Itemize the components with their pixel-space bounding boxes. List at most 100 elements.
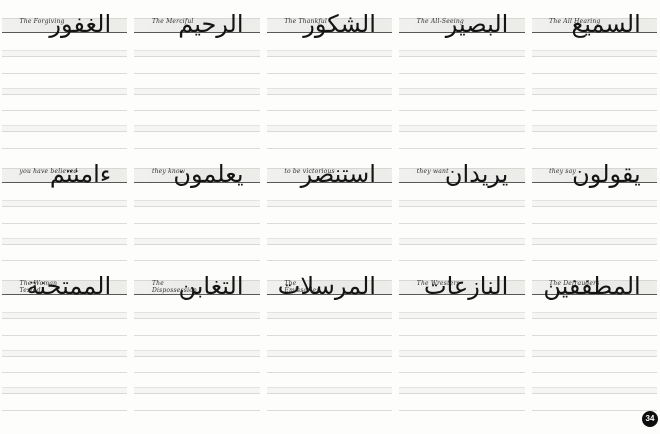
arabic-word: المطففين xyxy=(543,272,641,300)
practice-baseline xyxy=(399,372,525,373)
ruled-header-band xyxy=(531,18,658,33)
practice-guide-band xyxy=(2,125,128,132)
practice-guide-band xyxy=(266,238,393,245)
arabic-word: الرحيم xyxy=(178,10,244,38)
vocab-cell: The Wresters النازعات xyxy=(399,272,525,413)
practice-baseline xyxy=(2,335,128,336)
practice-baseline xyxy=(531,410,658,411)
practice-baseline xyxy=(134,148,260,149)
practice-baseline xyxy=(531,110,658,111)
english-label: The Woman Tested xyxy=(19,280,58,294)
practice-baseline xyxy=(134,110,260,111)
vocab-cell: The All Hearing السميع xyxy=(531,10,658,151)
vocab-cell: The Forgiving الغفور xyxy=(2,10,128,151)
practice-baseline xyxy=(399,223,525,224)
ruled-header-band xyxy=(2,280,128,295)
practice-baseline xyxy=(531,73,658,74)
practice-guide-band xyxy=(266,312,393,319)
ruled-header-band xyxy=(266,280,393,295)
practice-baseline xyxy=(266,372,393,373)
practice-guide-band xyxy=(531,50,658,57)
practice-baseline xyxy=(134,335,260,336)
english-label: The Forgiving xyxy=(19,18,65,25)
arabic-word: يعلمون xyxy=(173,160,244,188)
practice-baseline xyxy=(266,73,393,74)
vocab-row: you have believed ءامنتم they know يعلمون to… xyxy=(2,160,658,264)
vocab-cell: they want يريدان xyxy=(399,160,525,264)
practice-baseline xyxy=(2,110,128,111)
practice-baseline xyxy=(399,410,525,411)
ruled-header-band xyxy=(134,168,260,183)
practice-baseline xyxy=(266,335,393,336)
ruled-header-band xyxy=(134,280,260,295)
arabic-word: النازعات xyxy=(423,272,509,300)
practice-baseline xyxy=(2,372,128,373)
practice-baseline xyxy=(2,148,128,149)
practice-guide-band xyxy=(266,387,393,394)
english-label: The Thankful xyxy=(284,18,328,25)
practice-baseline xyxy=(399,110,525,111)
arabic-word: ءامنتم xyxy=(49,160,112,188)
english-label: The All Hearing xyxy=(549,18,601,25)
practice-guide-band xyxy=(531,200,658,207)
practice-guide-band xyxy=(266,88,393,95)
ruled-header-band xyxy=(134,18,260,33)
vocab-cell: The Emissaries المرسلات xyxy=(266,272,393,413)
practice-baseline xyxy=(399,148,525,149)
practice-baseline xyxy=(531,335,658,336)
practice-guide-band xyxy=(2,88,128,95)
arabic-word: الغفور xyxy=(49,10,112,38)
practice-guide-band xyxy=(399,350,525,357)
practice-baseline xyxy=(2,410,128,411)
practice-guide-band xyxy=(531,312,658,319)
ruled-header-band xyxy=(266,18,393,33)
vocab-cell: The All-Seeing البصير xyxy=(399,10,525,151)
vocab-cell: they say يقولون xyxy=(531,160,658,264)
practice-guide-band xyxy=(2,200,128,207)
practice-guide-band xyxy=(531,238,658,245)
english-label: they want xyxy=(416,168,449,175)
arabic-word: الشكور xyxy=(303,10,376,38)
english-label: The Defrauders xyxy=(549,280,600,287)
ruled-header-band xyxy=(399,18,525,33)
vocab-cell: they know يعلمون xyxy=(134,160,260,264)
practice-baseline xyxy=(2,223,128,224)
vocab-cell: The Dispossession التغابن xyxy=(134,272,260,413)
vocab-cell: The Woman Tested الممتحنة xyxy=(2,272,128,413)
practice-guide-band xyxy=(399,88,525,95)
vocab-cell: The Merciful الرحيم xyxy=(134,10,260,151)
english-label: they know xyxy=(151,168,186,175)
ruled-header-band xyxy=(2,168,128,183)
english-label: The Wresters xyxy=(416,280,460,287)
practice-guide-band xyxy=(2,238,128,245)
arabic-word: يقولون xyxy=(572,160,641,188)
practice-baseline xyxy=(531,260,658,261)
practice-baseline xyxy=(2,73,128,74)
practice-guide-band xyxy=(2,312,128,319)
page-number-badge: 34 xyxy=(642,411,658,427)
arabic-word: يريدان xyxy=(444,160,509,188)
practice-baseline xyxy=(399,335,525,336)
vocab-cell: The Thankful الشكور xyxy=(266,10,393,151)
practice-guide-band xyxy=(134,125,260,132)
ruled-header-band xyxy=(399,280,525,295)
vocab-cell: to be victorious استنصر xyxy=(266,160,393,264)
english-label: you have believed xyxy=(19,168,78,175)
arabic-word: التغابن xyxy=(178,272,244,300)
practice-guide-band xyxy=(134,200,260,207)
practice-guide-band xyxy=(134,88,260,95)
practice-guide-band xyxy=(399,200,525,207)
practice-baseline xyxy=(2,260,128,261)
practice-baseline xyxy=(531,372,658,373)
english-label: The All-Seeing xyxy=(416,18,464,25)
practice-baseline xyxy=(399,260,525,261)
practice-guide-band xyxy=(531,350,658,357)
ruled-header-band xyxy=(266,168,393,183)
practice-guide-band xyxy=(531,88,658,95)
ruled-header-band xyxy=(399,168,525,183)
arabic-word: البصير xyxy=(445,10,509,38)
practice-guide-band xyxy=(531,125,658,132)
practice-baseline xyxy=(134,73,260,74)
practice-guide-band xyxy=(266,350,393,357)
